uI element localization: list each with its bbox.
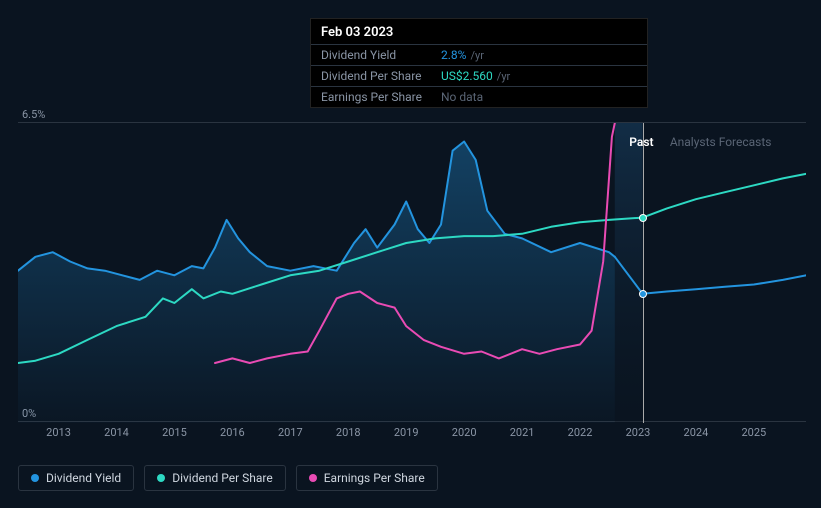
x-tick: 2018 xyxy=(336,426,361,439)
tooltip-date: Feb 03 2023 xyxy=(311,19,647,44)
legend-dot xyxy=(157,474,165,482)
y-axis-max: 6.5% xyxy=(22,108,45,121)
legend-item[interactable]: Dividend Yield xyxy=(18,465,134,491)
x-tick: 2015 xyxy=(162,426,187,439)
tooltip-value: 2.8%/yr xyxy=(441,48,484,62)
legend-label: Earnings Per Share xyxy=(324,471,425,485)
legend-dot xyxy=(309,474,317,482)
tooltip-label: Dividend Per Share xyxy=(321,69,441,83)
x-tick: 2017 xyxy=(278,426,303,439)
tooltip-row: Dividend Per ShareUS$2.560/yr xyxy=(311,65,647,86)
tooltip-row: Dividend Yield2.8%/yr xyxy=(311,44,647,65)
series-point xyxy=(639,214,647,222)
tooltip-label: Dividend Yield xyxy=(321,48,441,62)
legend-item[interactable]: Earnings Per Share xyxy=(296,465,438,491)
chart-container: 6.5% 0% Past Analysts Forecasts 20132014… xyxy=(0,100,821,440)
x-tick: 2020 xyxy=(452,426,477,439)
legend: Dividend Yield Dividend Per Share Earnings… xyxy=(18,465,438,491)
x-axis: 2013 2014 2015 2016 2017 2018 2019 2020 2021 2022… xyxy=(18,426,806,444)
forecast-label: Analysts Forecasts xyxy=(670,135,772,149)
x-tick: 2022 xyxy=(568,426,593,439)
series-point xyxy=(639,290,647,298)
tooltip-row: Earnings Per ShareNo data xyxy=(311,86,647,107)
hover-tooltip: Feb 03 2023 Dividend Yield2.8%/yrDividen… xyxy=(310,18,648,108)
x-tick: 2013 xyxy=(46,426,71,439)
x-tick: 2025 xyxy=(741,426,766,439)
chart-svg xyxy=(18,123,806,423)
x-tick: 2024 xyxy=(684,426,709,439)
x-tick: 2019 xyxy=(394,426,419,439)
x-tick: 2021 xyxy=(510,426,535,439)
tooltip-label: Earnings Per Share xyxy=(321,90,441,104)
legend-item[interactable]: Dividend Per Share xyxy=(144,465,286,491)
past-label: Past xyxy=(629,135,653,149)
legend-label: Dividend Per Share xyxy=(172,471,273,485)
legend-dot xyxy=(31,474,39,482)
plot-area[interactable]: Past Analysts Forecasts xyxy=(18,122,806,422)
cursor-line xyxy=(643,123,644,423)
x-tick: 2016 xyxy=(220,426,245,439)
x-tick: 2014 xyxy=(104,426,129,439)
tooltip-value: US$2.560/yr xyxy=(441,69,510,83)
legend-label: Dividend Yield xyxy=(46,471,121,485)
x-tick: 2023 xyxy=(626,426,651,439)
tooltip-value: No data xyxy=(441,90,483,104)
